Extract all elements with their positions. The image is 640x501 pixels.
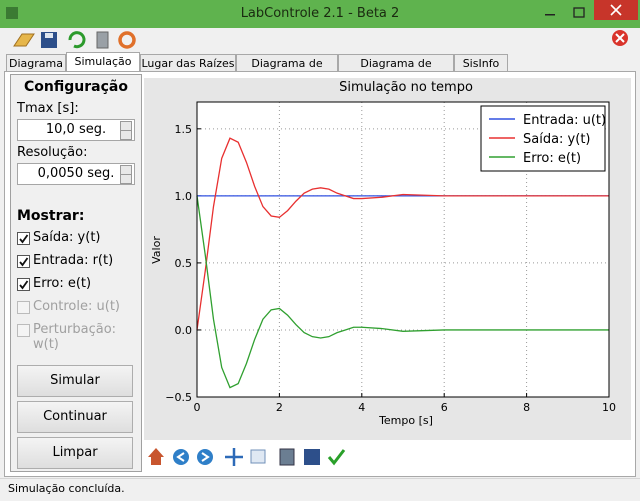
tab[interactable]: Lugar das Raízes	[140, 54, 236, 72]
checkbox[interactable]: Saída: y(t)	[17, 230, 141, 246]
chart-title: Simulação no tempo	[339, 80, 473, 95]
window-title: LabControle 2.1 - Beta 2	[240, 6, 400, 21]
checkbox-box[interactable]	[17, 255, 30, 268]
tab[interactable]: Diagrama	[6, 54, 66, 72]
resolution-label: Resolução:	[17, 145, 88, 160]
title-icons	[6, 0, 638, 20]
save-icon-label	[45, 33, 53, 38]
resolution-value: 0,0050 seg.	[37, 166, 115, 181]
spin-down[interactable]	[120, 130, 132, 140]
check-path	[19, 280, 29, 290]
checkbox: Controle: u(t)	[17, 299, 141, 315]
legend-label: Saída: y(t)	[523, 132, 591, 147]
series-line	[196, 137, 609, 331]
open-icon[interactable]	[13, 33, 35, 47]
save-figure-icon[interactable]	[304, 449, 320, 465]
status-text: Simulação concluída.	[8, 482, 125, 495]
checkbox-label: Perturbação: w(t)	[33, 322, 117, 352]
show-heading: Mostrar:	[17, 208, 85, 224]
checkbox-box	[17, 301, 30, 314]
apply-icon[interactable]	[327, 449, 346, 466]
checkbox-box	[17, 324, 30, 337]
checkbox-label: Entrada: r(t)	[33, 253, 114, 268]
y-tick-label: 1.5	[175, 123, 193, 136]
series-line	[196, 195, 609, 389]
check-mark	[19, 257, 29, 267]
x-tick-label: 2	[276, 401, 283, 414]
help-icon[interactable]	[118, 31, 136, 49]
config-heading: Configuração	[24, 79, 128, 95]
subplots-icon[interactable]	[279, 448, 295, 466]
checkbox-label: Controle: u(t)	[33, 299, 120, 314]
button[interactable]: Simular	[17, 365, 133, 397]
toolbar	[13, 30, 628, 49]
app-icon	[6, 7, 18, 19]
check-path	[19, 257, 29, 267]
x-axis-label: Tempo [s]	[378, 414, 433, 427]
plot-panel: Simulação no tempo Tempo [s] Valor 0 2 4 6 8…	[144, 78, 631, 440]
back-icon[interactable]	[173, 449, 189, 465]
tab[interactable]: Simulação	[66, 52, 140, 73]
close-icon	[610, 4, 622, 16]
refresh-icon[interactable]	[68, 31, 86, 49]
tmax-label: Tmax [s]:	[17, 101, 79, 116]
config-panel: Configuração Tmax [s]: 10,0 seg. Resoluç…	[10, 74, 142, 472]
calculator-icon[interactable]	[96, 31, 109, 49]
zoom-icon[interactable]	[250, 449, 266, 464]
y-tick-label: 0.5	[175, 257, 193, 270]
resolution-input[interactable]: 0,0050 seg.	[17, 163, 135, 185]
status-bar: Simulação concluída.	[0, 478, 640, 501]
forward-icon[interactable]	[197, 449, 213, 465]
x-tick-label: 6	[441, 401, 448, 414]
checkbox-box[interactable]	[17, 232, 30, 245]
pan-icon[interactable]	[225, 448, 243, 466]
x-tick-label: 8	[523, 401, 530, 414]
tab[interactable]: Diagrama de Nyquist	[338, 54, 454, 87]
tmax-value: 10,0 seg.	[45, 122, 107, 137]
x-tick-label: 10	[602, 401, 616, 414]
exit-icon	[615, 33, 625, 43]
maximize-button[interactable]	[573, 7, 585, 18]
x-tick-label: 0	[194, 401, 201, 414]
checkbox-label: Saída: y(t)	[33, 230, 101, 245]
minimize-button[interactable]	[545, 14, 555, 16]
forward-arrow	[201, 452, 210, 462]
chart: Simulação no tempo Tempo [s] Valor 0 2 4 6 8…	[150, 80, 616, 427]
check-mark	[19, 234, 29, 244]
spin-down[interactable]	[120, 174, 132, 184]
checkbox-label: Erro: e(t)	[33, 276, 92, 291]
axes-frame	[196, 101, 610, 398]
check-mark	[19, 280, 29, 290]
y-tick-label: −0.5	[165, 391, 192, 404]
y-axis-label: Valor	[150, 236, 163, 264]
y-tick-label: 1.0	[175, 190, 193, 203]
tmax-input[interactable]: 10,0 seg.	[17, 119, 135, 141]
legend-label: Erro: e(t)	[523, 151, 581, 166]
button[interactable]: Limpar	[17, 437, 133, 469]
y-tick-label: 0.0	[175, 324, 193, 337]
plot-toolbar	[148, 448, 346, 466]
tab[interactable]: SisInfo	[454, 54, 508, 72]
checkbox[interactable]: Erro: e(t)	[17, 276, 141, 292]
checkbox[interactable]: Entrada: r(t)	[17, 253, 141, 269]
x-tick-label: 4	[358, 401, 365, 414]
checkbox: Perturbação: w(t)	[17, 322, 141, 352]
back-arrow	[176, 452, 185, 462]
checkbox-box[interactable]	[17, 278, 30, 291]
home-icon[interactable]	[148, 448, 164, 465]
button[interactable]: Continuar	[17, 401, 133, 433]
title-bar: LabControle 2.1 - Beta 2	[0, 0, 640, 28]
tab[interactable]: Diagrama de Bode	[236, 54, 338, 87]
check-path	[19, 234, 29, 244]
legend-label: Entrada: u(t)	[523, 113, 606, 128]
